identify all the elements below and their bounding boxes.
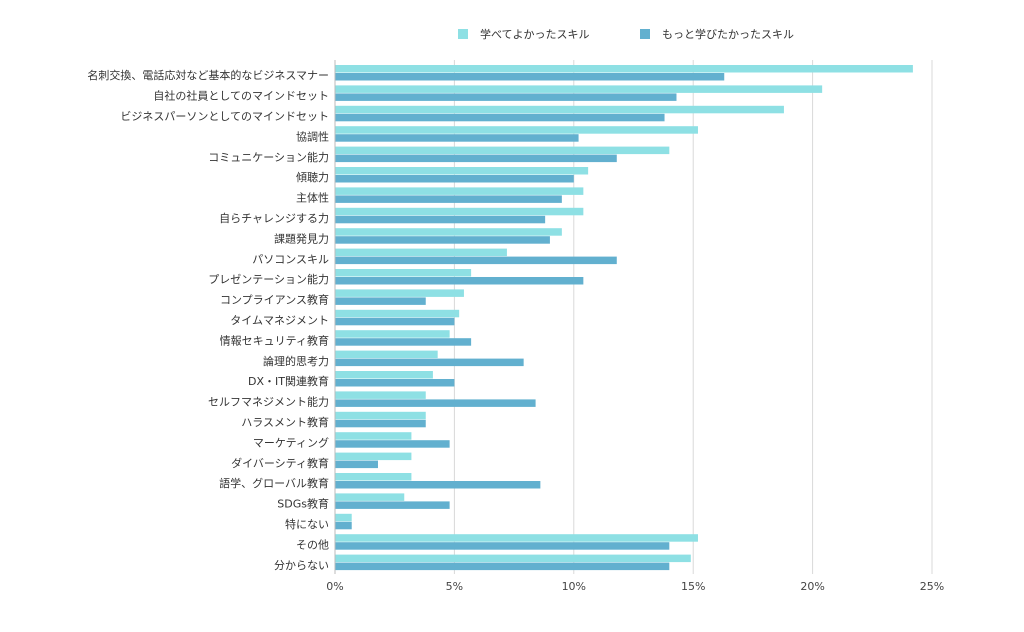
bar-learned: [335, 289, 464, 297]
category-labels: 名刺交換、電話応対など基本的なビジネスマナー自社の社員としてのマインドセットビジ…: [87, 68, 329, 572]
bar-learned: [335, 554, 691, 563]
x-tick-label: 10%: [562, 580, 586, 593]
bar-learned: [335, 248, 507, 257]
bar-want-more: [335, 73, 725, 81]
bar-learned: [335, 187, 584, 195]
bar-learned: [335, 330, 450, 338]
bar-learned: [335, 126, 698, 134]
category-label: 分からない: [274, 559, 329, 572]
category-label: 情報セキュリティ教育: [220, 333, 329, 347]
category-label: コミュニケーション能力: [208, 150, 329, 164]
category-label: SDGs教育: [277, 497, 329, 511]
bar-want-more: [335, 317, 455, 326]
legend: 学べてよかったスキル もっと学びたかったスキル: [458, 27, 794, 41]
bar-want-more: [335, 256, 617, 265]
category-label: 特にない: [285, 517, 329, 531]
category-label: ビジネスパーソンとしてのマインドセット: [120, 110, 329, 123]
bar-want-more: [335, 501, 450, 509]
category-label: DX・IT関連教育: [248, 374, 329, 388]
category-label: 語学、グローバル教育: [219, 476, 329, 490]
bar-learned: [335, 411, 426, 420]
bar-want-more: [335, 215, 546, 224]
category-label: コンプライアンス教育: [220, 293, 329, 307]
bar-want-more: [335, 154, 617, 163]
bar-learned: [335, 452, 412, 461]
category-label: 自社の社員としてのマインドセット: [153, 89, 329, 103]
category-label: セルフマネジメント能力: [208, 395, 329, 409]
bar-learned: [335, 534, 698, 542]
bar-want-more: [335, 521, 352, 530]
legend-label: もっと学びたかったスキル: [662, 27, 794, 41]
bar-want-more: [335, 419, 426, 428]
category-label: パソコンスキル: [252, 253, 329, 266]
bar-learned: [335, 207, 584, 216]
x-tick-label: 5%: [446, 580, 463, 593]
bar-want-more: [335, 358, 524, 367]
bars: [335, 65, 913, 571]
bar-learned: [335, 493, 405, 501]
category-label: 課題発見力: [274, 231, 329, 245]
bar-want-more: [335, 277, 584, 285]
category-label: ダイバーシティ教育: [231, 456, 329, 470]
category-label: プレゼンテーション能力: [208, 272, 329, 286]
bar-learned: [335, 432, 412, 440]
bar-want-more: [335, 175, 574, 183]
bar-want-more: [335, 297, 426, 305]
bar-want-more: [335, 93, 677, 101]
category-label: その他: [296, 538, 329, 551]
bar-want-more: [335, 399, 536, 407]
bar-want-more: [335, 481, 541, 489]
category-label: タイムマネジメント: [230, 314, 329, 327]
category-label: 論理的思考力: [263, 354, 329, 368]
bar-want-more: [335, 113, 665, 122]
bar-want-more: [335, 562, 670, 571]
category-label: 協調性: [296, 129, 329, 143]
category-label: 自らチャレンジする力: [219, 212, 329, 225]
bar-learned: [335, 228, 562, 236]
bar-want-more: [335, 440, 450, 448]
category-label: 名刺交換、電話応対など基本的なビジネスマナー: [87, 68, 329, 82]
bar-learned: [335, 473, 412, 481]
bar-want-more: [335, 542, 670, 550]
category-label: 主体性: [296, 191, 329, 205]
bar-learned: [335, 391, 426, 399]
bar-want-more: [335, 236, 550, 244]
bar-learned: [335, 85, 823, 93]
bar-learned: [335, 350, 438, 359]
bar-learned: [335, 65, 913, 73]
x-tick-label: 15%: [681, 580, 705, 593]
category-label: ハラスメント教育: [241, 415, 329, 429]
category-label: 傾聴力: [296, 170, 329, 184]
bar-learned: [335, 513, 352, 522]
bar-learned: [335, 309, 460, 318]
legend-label: 学べてよかったスキル: [480, 27, 590, 41]
bar-want-more: [335, 460, 378, 469]
bar-want-more: [335, 379, 455, 387]
x-tick-labels: 0% 5% 10% 15% 20% 25%: [326, 580, 944, 593]
x-tick-label: 0%: [326, 580, 343, 593]
bar-want-more: [335, 338, 472, 346]
bar-learned: [335, 146, 670, 155]
bar-want-more: [335, 195, 562, 203]
legend-swatch: [640, 29, 650, 39]
bar-learned: [335, 269, 472, 277]
bar-learned: [335, 167, 589, 175]
bar-learned: [335, 105, 784, 114]
category-label: マーケティング: [253, 435, 329, 449]
x-tick-label: 20%: [800, 580, 824, 593]
bar-learned: [335, 371, 433, 379]
legend-swatch: [458, 29, 468, 39]
x-tick-label: 25%: [920, 580, 944, 593]
bar-want-more: [335, 134, 579, 142]
